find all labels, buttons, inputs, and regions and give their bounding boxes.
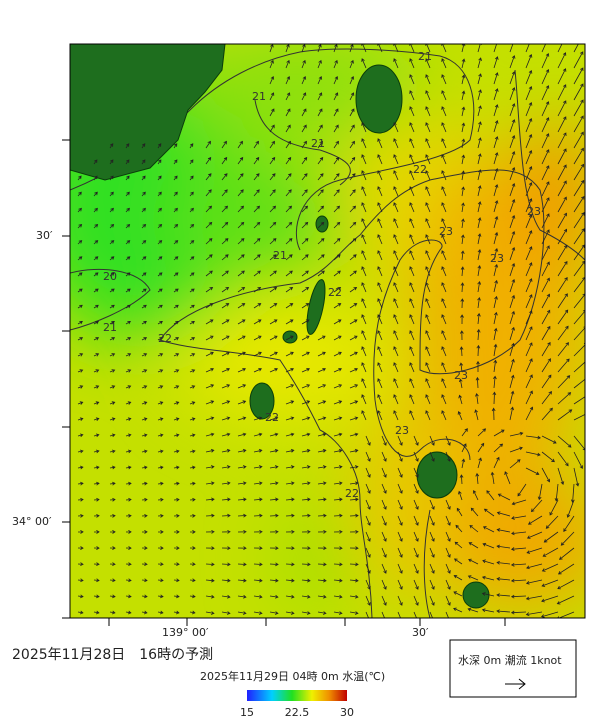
- contour-label: 22: [413, 163, 427, 176]
- lon-label: 30′: [412, 626, 429, 639]
- contour-label: 21: [273, 249, 287, 262]
- contour-label: 21: [252, 90, 266, 103]
- contour-label: 22: [158, 332, 172, 345]
- contour-label: 21: [418, 50, 432, 63]
- current-arrows: [77, 44, 585, 618]
- legend-box: [449, 639, 577, 698]
- contour-label: 20: [103, 270, 117, 283]
- colorbar-ticks: 15 22.5 30: [240, 706, 354, 719]
- contour-label: 22: [345, 487, 359, 500]
- colorbar-label: 22.5: [285, 706, 310, 719]
- contour-label: 22: [328, 286, 342, 299]
- sea-surface: 21 21 21 21 20 21 22 22 22 22 22 23 23 23 23 23: [70, 44, 585, 618]
- colorbar: [247, 690, 347, 701]
- contour-label: 22: [265, 411, 279, 424]
- frame-ticks: [62, 139, 506, 626]
- colorbar-label: 30: [340, 706, 354, 719]
- contour-label: 21: [103, 321, 117, 334]
- contour-label: 21: [311, 137, 325, 150]
- lat-label: 34° 00′: [12, 515, 52, 528]
- contour-label: 23: [395, 424, 409, 437]
- colorbar-label: 15: [240, 706, 254, 719]
- legend-arrow: [505, 678, 526, 690]
- subtitle: 2025年11月29日 04時 0m 水温(℃): [200, 669, 385, 683]
- arrow-field: [77, 44, 585, 618]
- contour-label: 23: [527, 205, 541, 218]
- legend-text: 水深 0m 潮流 1knot: [458, 653, 562, 667]
- lat-label: 30′: [36, 229, 53, 242]
- contour-label: 23: [439, 225, 453, 238]
- title: 2025年11月28日 16時の予測: [12, 647, 213, 663]
- lon-label: 139° 00′: [162, 626, 209, 639]
- contour-label: 23: [454, 369, 468, 382]
- contour-labels: 21 21 21 21 20 21 22 22 22 22 22 23 23 23 23 23: [103, 50, 541, 500]
- islands: [70, 44, 490, 609]
- contour-label: 23: [490, 252, 504, 265]
